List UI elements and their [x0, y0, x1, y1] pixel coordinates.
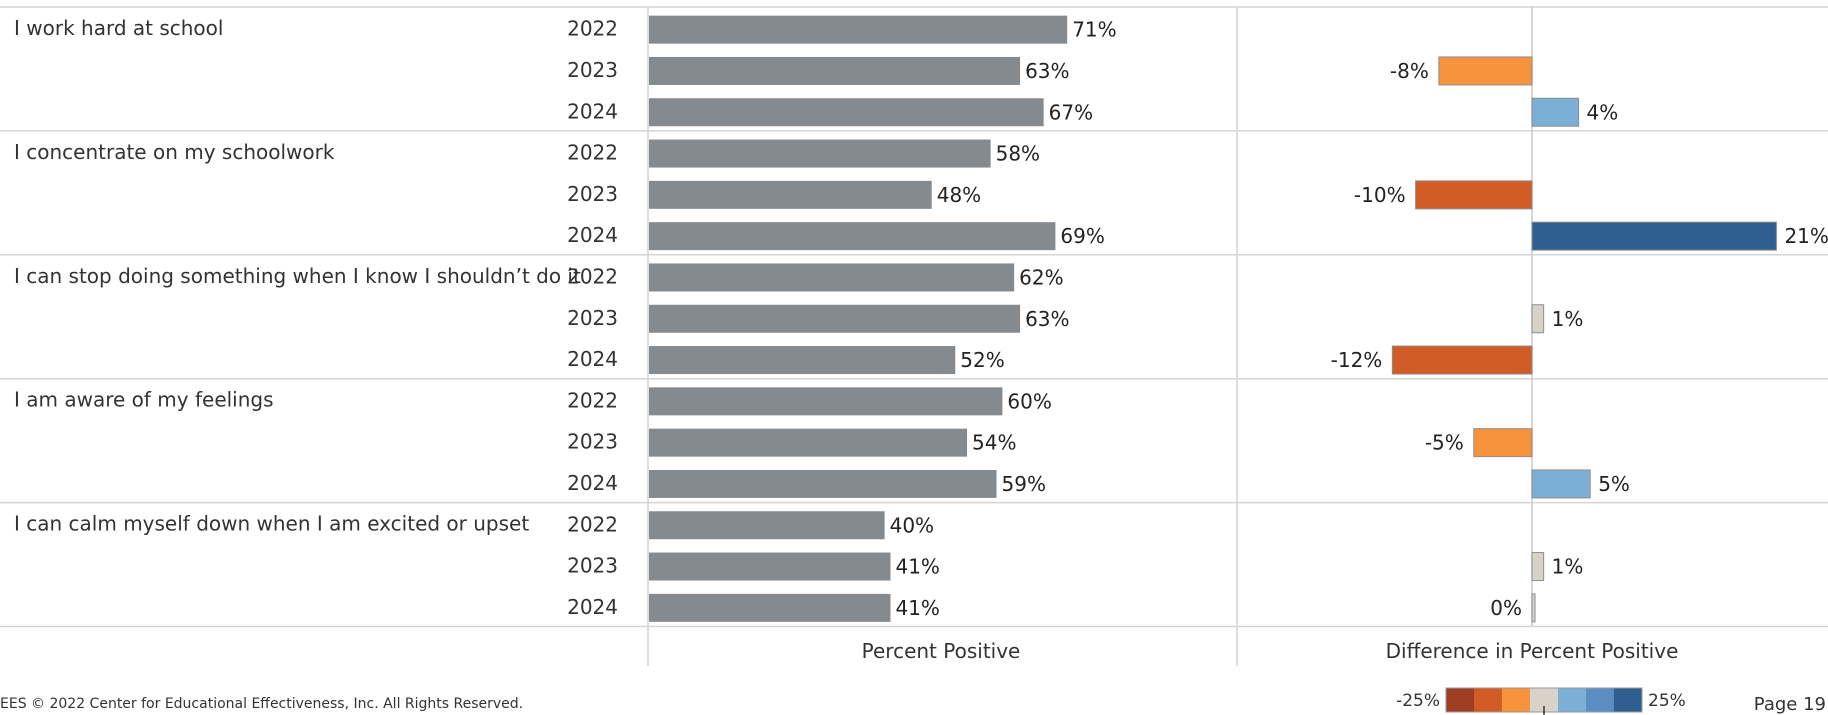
year-label: 2024 — [567, 99, 618, 123]
percent-positive-label: 62% — [1019, 265, 1063, 289]
difference-label: 0% — [1490, 596, 1522, 620]
difference-bars: -8% 4% -10% 21% 1% -12% -5% 5% 1% 0% — [1331, 56, 1828, 623]
percent-positive-label: 41% — [895, 596, 939, 620]
percent-positive-label: 67% — [1049, 100, 1093, 124]
year-label: 2022 — [567, 264, 618, 288]
year-label: 2022 — [567, 388, 618, 412]
difference-label: -10% — [1354, 183, 1406, 207]
difference-bar — [1438, 56, 1533, 86]
year-label: 2023 — [567, 554, 618, 578]
year-label: 2023 — [567, 306, 618, 330]
percent-positive-label: 63% — [1025, 59, 1069, 83]
difference-bar — [1531, 304, 1545, 334]
legend-swatch — [1502, 688, 1530, 712]
copyright-footer: EES © 2022 Center for Educational Effect… — [0, 696, 523, 712]
percent-positive-label: 52% — [960, 348, 1004, 372]
page-number: Page 19 — [1754, 694, 1826, 715]
difference-bar — [1473, 428, 1533, 458]
difference-bar — [1531, 552, 1545, 582]
legend-swatch — [1586, 688, 1614, 712]
percent-positive-bar — [649, 139, 991, 168]
percent-positive-label: 60% — [1007, 389, 1051, 413]
percent-positive-bar — [649, 552, 891, 581]
year-label: 2022 — [567, 512, 618, 536]
difference-bar — [1415, 180, 1533, 210]
percent-positive-bar — [649, 98, 1044, 127]
year-label: 2024 — [567, 347, 618, 371]
difference-bar — [1531, 221, 1777, 251]
percent-positive-label: 71% — [1072, 18, 1116, 42]
percent-positive-bar — [649, 387, 1003, 416]
difference-label: 5% — [1598, 472, 1630, 496]
x-axis-title-right: Difference in Percent Positive — [1386, 639, 1679, 663]
difference-bar — [1531, 97, 1580, 127]
difference-label: 1% — [1552, 555, 1584, 579]
question-label: I am aware of my feelings — [14, 388, 274, 412]
legend-max-label: 25% — [1648, 691, 1686, 711]
percent-positive-label: 54% — [972, 431, 1016, 455]
difference-label: -12% — [1331, 348, 1383, 372]
percent-positive-label: 48% — [937, 183, 981, 207]
question-label: I can stop doing something when I know I… — [14, 264, 581, 288]
difference-bar — [1531, 469, 1591, 499]
percent-positive-bars: 71%63%67%58%48%69%62%63%52%60%54%59%40%4… — [649, 15, 1117, 622]
percent-positive-bar — [649, 511, 885, 540]
percent-positive-label: 58% — [996, 142, 1040, 166]
difference-label: -8% — [1390, 59, 1429, 83]
question-label: I work hard at school — [14, 16, 223, 40]
year-label: 2023 — [567, 430, 618, 454]
percent-positive-bar — [649, 15, 1068, 44]
difference-bar — [1391, 345, 1533, 375]
difference-label: 21% — [1784, 224, 1828, 248]
legend-swatch — [1614, 688, 1642, 712]
percent-positive-label: 40% — [890, 513, 934, 537]
percent-positive-bar — [649, 469, 997, 498]
percent-positive-bar — [649, 263, 1015, 292]
year-label: 2024 — [567, 595, 618, 619]
legend-swatch — [1474, 688, 1502, 712]
percent-positive-label: 59% — [1002, 472, 1046, 496]
percent-positive-label: 69% — [1060, 224, 1104, 248]
percent-positive-bar — [649, 593, 891, 622]
year-label: 2022 — [567, 17, 618, 41]
year-label: 2023 — [567, 58, 618, 82]
percent-positive-label: 41% — [895, 555, 939, 579]
percent-positive-label: 63% — [1025, 307, 1069, 331]
percent-positive-bar — [649, 346, 956, 375]
x-axis-title-left: Percent Positive — [862, 639, 1021, 663]
legend-swatch — [1558, 688, 1586, 712]
difference-label: 1% — [1552, 307, 1584, 331]
question-label: I concentrate on my schoolwork — [14, 140, 335, 164]
difference-label: -5% — [1425, 431, 1464, 455]
percent-positive-bar — [649, 304, 1021, 333]
year-label: 2024 — [567, 471, 618, 495]
color-legend: -25% 25% — [1396, 687, 1686, 715]
percent-positive-bar — [649, 222, 1056, 251]
percent-positive-bar — [649, 180, 932, 209]
chart-rows: I work hard at school 2022 2023 2024 I conce… — [0, 6, 1828, 666]
legend-swatch — [1446, 688, 1474, 712]
year-label: 2024 — [567, 223, 618, 247]
difference-label: 4% — [1587, 100, 1619, 124]
year-label: 2022 — [567, 141, 618, 165]
question-label: I can calm myself down when I am excited… — [14, 512, 529, 536]
percent-positive-bar — [649, 428, 968, 457]
year-label: 2023 — [567, 182, 618, 206]
legend-min-label: -25% — [1396, 691, 1440, 711]
difference-bar — [1531, 593, 1536, 623]
percent-positive-bar — [649, 56, 1021, 85]
